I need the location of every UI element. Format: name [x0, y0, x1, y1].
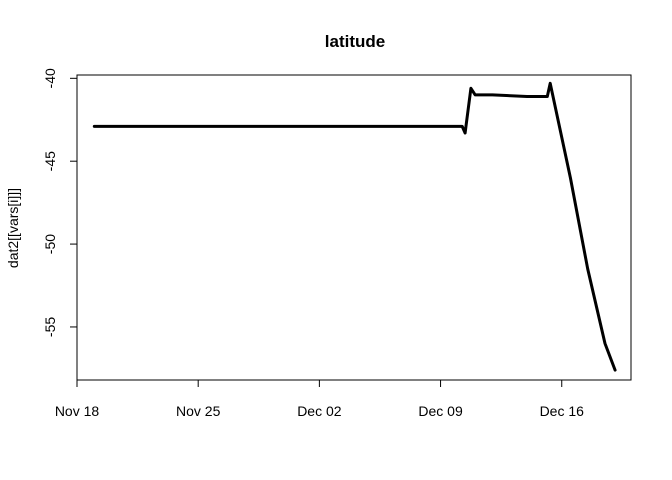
chart-title: latitude — [325, 32, 385, 51]
latitude-series-line — [92, 81, 617, 372]
x-tick-label: Nov 25 — [176, 403, 221, 419]
y-axis-label: dat2[[vars[i]]] — [5, 188, 21, 268]
y-tick-label: -45 — [42, 151, 58, 171]
y-tick-label: -50 — [42, 234, 58, 254]
y-tick-label: -40 — [42, 68, 58, 88]
x-tick-label: Nov 18 — [55, 403, 100, 419]
x-tick-label: Dec 09 — [418, 403, 463, 419]
y-tick-label: -55 — [42, 317, 58, 337]
x-tick-label: Dec 02 — [297, 403, 342, 419]
plot-frame — [76, 74, 632, 381]
x-tick-label: Dec 16 — [540, 403, 585, 419]
y-axis: -40 -45 -50 -55 — [42, 68, 78, 337]
series-layer — [92, 81, 617, 372]
x-axis: Nov 18 Nov 25 Dec 02 Dec 09 Dec 16 — [55, 379, 585, 419]
